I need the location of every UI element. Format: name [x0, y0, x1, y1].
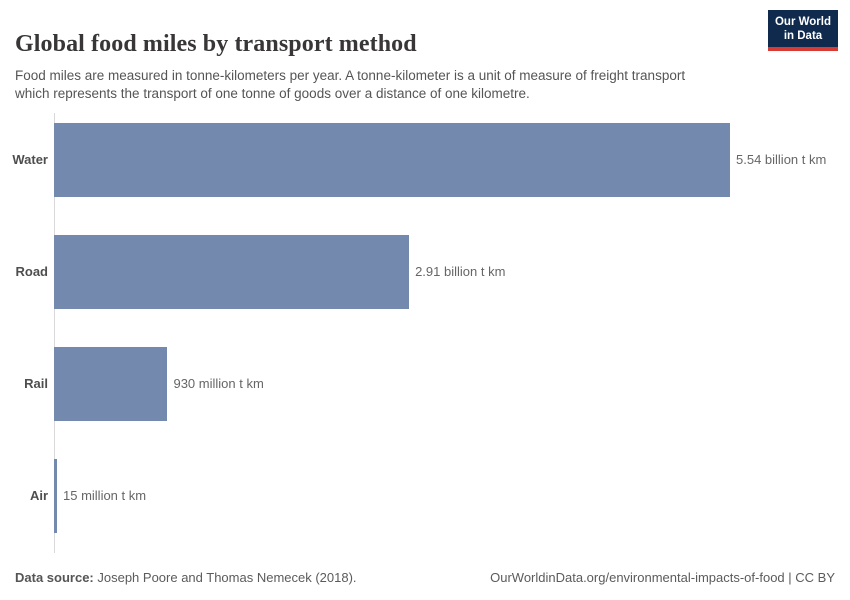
category-label-air: Air — [29, 488, 48, 503]
owid-logo: Our World in Data — [768, 10, 838, 51]
chart-title: Global food miles by transport method — [15, 31, 417, 58]
owid-logo-line1: Our World — [774, 16, 831, 28]
chart-footer: Data source: Joseph Poore and Thomas Nem… — [15, 570, 835, 585]
bar-water[interactable] — [54, 123, 730, 197]
bar-rail[interactable] — [54, 347, 168, 421]
bar-chart-plot-area: Water 5.54 billion t km Road 2.91 billion t… — [0, 112, 850, 554]
value-label-water: 5.54 billion t km — [736, 152, 827, 167]
owid-logo-line2: in Data — [783, 30, 823, 42]
bar-road[interactable] — [54, 235, 410, 309]
value-label-rail: 930 million t km — [173, 376, 264, 391]
category-label-road: Road — [15, 264, 49, 279]
data-source-label: Data source: — [15, 570, 94, 585]
data-source-note: Data source: Joseph Poore and Thomas Nem… — [15, 570, 357, 585]
category-label-rail: Rail — [24, 376, 48, 391]
value-label-air: 15 million t km — [63, 488, 147, 503]
chart-subtitle: Food miles are measured in tonne-kilomet… — [15, 67, 686, 101]
y-axis-line — [54, 113, 55, 553]
value-label-road: 2.91 billion t km — [415, 264, 506, 279]
bar-air[interactable] — [54, 459, 57, 533]
category-label-water: Water — [12, 152, 48, 167]
data-source-text: Joseph Poore and Thomas Nemecek (2018). — [93, 570, 357, 585]
footer-credit-link[interactable]: OurWorldinData.org/environmental-impacts… — [490, 570, 835, 585]
